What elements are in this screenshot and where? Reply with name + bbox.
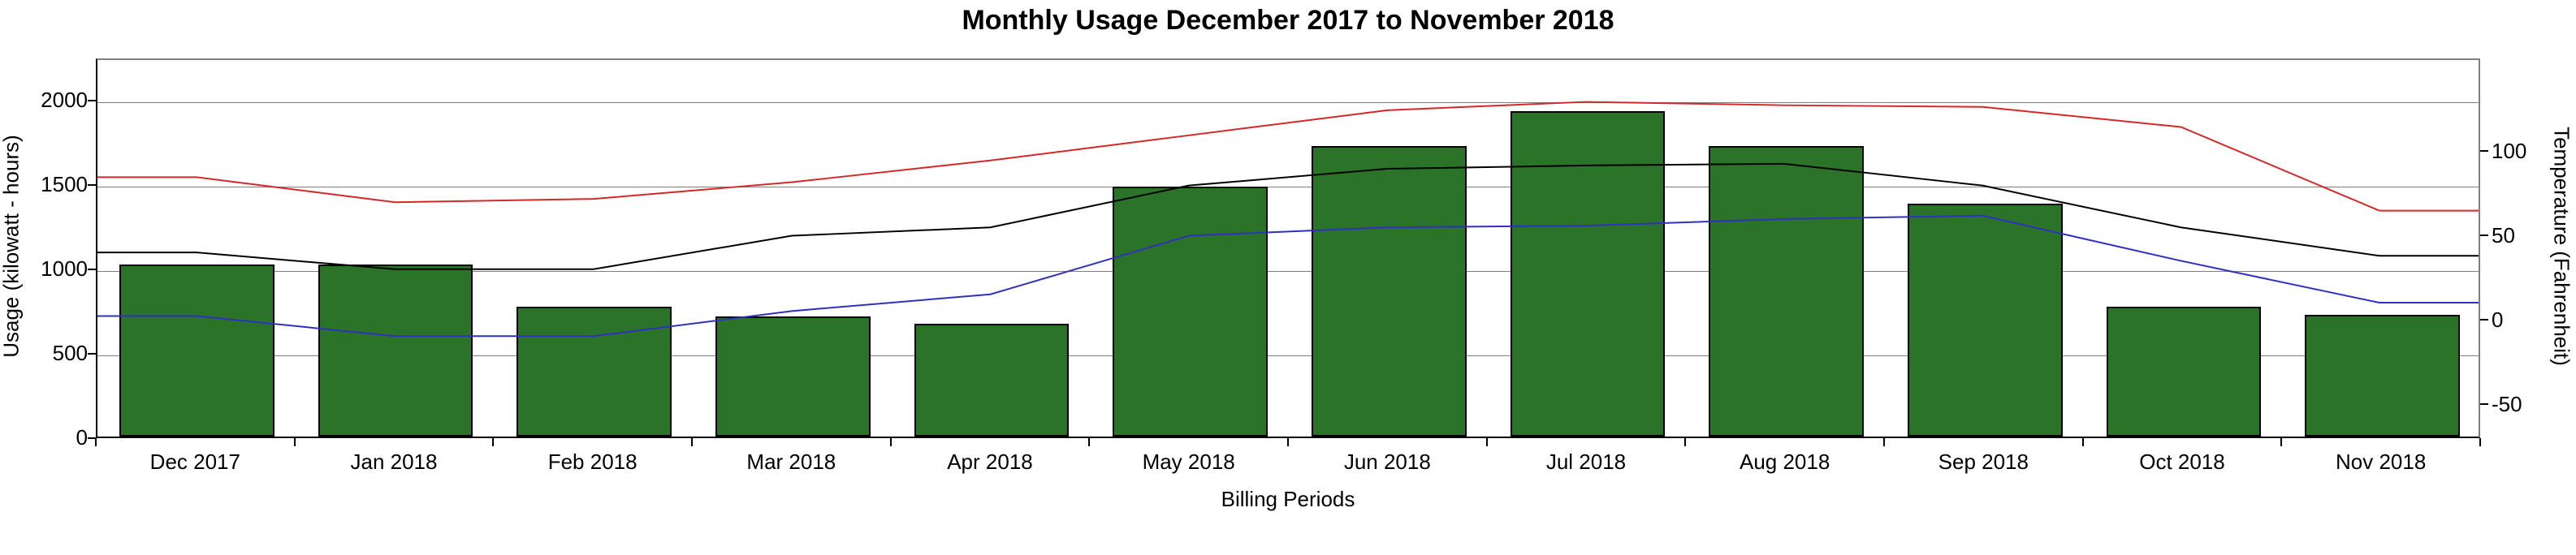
tick-mark xyxy=(88,269,96,270)
tick-mark xyxy=(88,100,96,101)
tick-mark xyxy=(2480,403,2488,405)
tick-mark xyxy=(1883,438,1885,446)
tick-mark xyxy=(2480,150,2488,152)
tick-mark xyxy=(88,353,96,355)
x-tick: Apr 2018 xyxy=(891,450,1090,475)
tick-mark xyxy=(2479,438,2481,446)
x-tick: Feb 2018 xyxy=(493,450,692,475)
plot-area xyxy=(96,58,2480,438)
x-tick: May 2018 xyxy=(1089,450,1288,475)
x-tick: Jun 2018 xyxy=(1288,450,1487,475)
y-right-tick: 0 xyxy=(2492,308,2503,333)
x-tick: Dec 2017 xyxy=(96,450,295,475)
tick-mark xyxy=(2480,319,2488,321)
tick-mark xyxy=(95,438,97,446)
x-tick: Aug 2018 xyxy=(1685,450,1884,475)
tick-mark xyxy=(890,438,892,446)
x-tick: Jul 2018 xyxy=(1487,450,1686,475)
tick-mark xyxy=(1287,438,1289,446)
y-axis-left-label: Usage (kilowatt - hours) xyxy=(0,56,24,436)
y-left-tick: 0 xyxy=(23,425,88,450)
x-tick: Jan 2018 xyxy=(295,450,494,475)
tick-mark xyxy=(691,438,693,446)
tick-mark xyxy=(2480,234,2488,236)
line-high xyxy=(97,102,2479,211)
line-low xyxy=(97,216,2479,336)
tick-mark xyxy=(88,184,96,186)
y-axis-right-label: Temperature (Fahrenheit) xyxy=(2549,56,2574,436)
tick-mark xyxy=(2280,438,2282,446)
tick-mark xyxy=(294,438,296,446)
line-layer xyxy=(97,60,2479,437)
tick-mark xyxy=(492,438,494,446)
x-tick: Sep 2018 xyxy=(1884,450,2083,475)
chart-title: Monthly Usage December 2017 to November … xyxy=(0,5,2576,37)
y-left-tick: 1500 xyxy=(23,172,88,197)
y-right-tick: 100 xyxy=(2492,139,2526,164)
tick-mark xyxy=(1486,438,1488,446)
x-tick: Mar 2018 xyxy=(692,450,891,475)
y-right-tick: -50 xyxy=(2492,392,2522,417)
y-left-tick: 500 xyxy=(23,341,88,366)
y-right-tick: 50 xyxy=(2492,223,2515,248)
x-tick: Oct 2018 xyxy=(2083,450,2282,475)
tick-mark xyxy=(2082,438,2084,446)
y-left-tick: 1000 xyxy=(23,256,88,282)
x-axis-label: Billing Periods xyxy=(96,487,2480,512)
x-tick: Nov 2018 xyxy=(2281,450,2480,475)
line-avg xyxy=(97,164,2479,269)
tick-mark xyxy=(1684,438,1686,446)
tick-mark xyxy=(1088,438,1090,446)
y-left-tick: 2000 xyxy=(23,88,88,113)
